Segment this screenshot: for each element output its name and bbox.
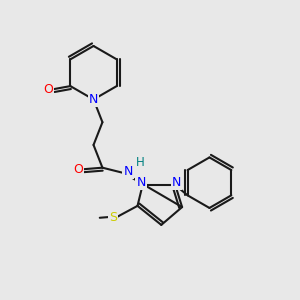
Text: N: N (123, 165, 133, 178)
Text: N: N (136, 176, 146, 190)
Text: N: N (89, 93, 98, 106)
Text: O: O (43, 82, 53, 96)
Text: S: S (109, 211, 117, 224)
Text: H: H (136, 156, 145, 169)
Text: N: N (172, 176, 182, 190)
Text: O: O (73, 163, 83, 176)
